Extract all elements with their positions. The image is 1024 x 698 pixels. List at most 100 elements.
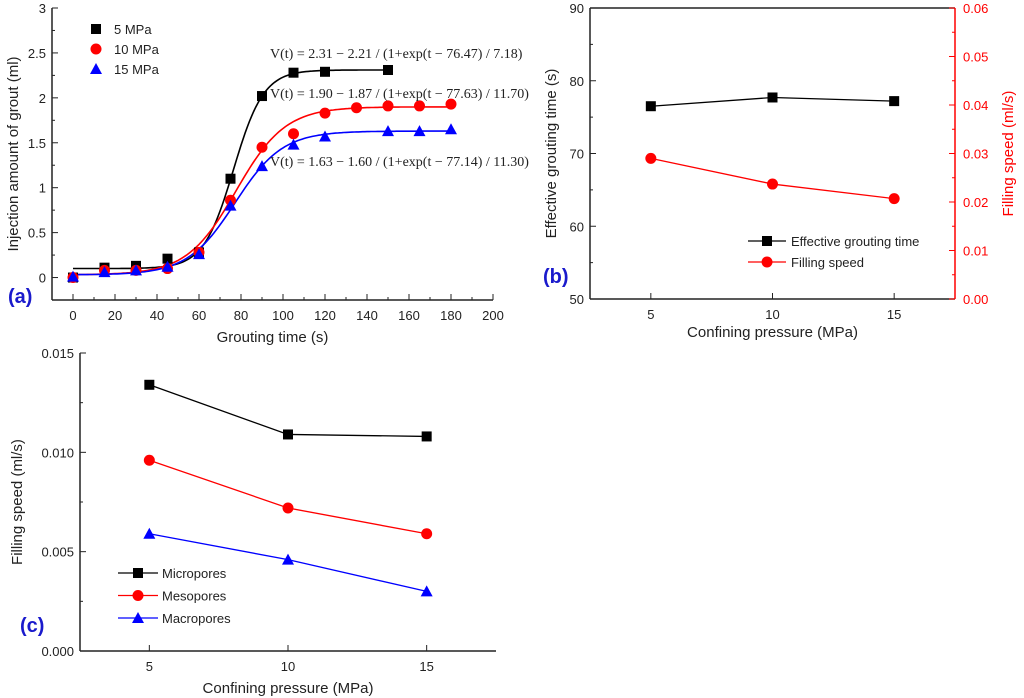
fit-equation: V(t) = 2.31 − 2.21 / (1+exp(t − 76.47) /…	[270, 47, 523, 62]
x-tick-label: 0	[69, 308, 76, 323]
data-point	[445, 98, 457, 110]
legend-marker	[761, 256, 773, 268]
y-tick-label: 2.5	[28, 46, 46, 61]
y2-tick-label: 0.01	[963, 244, 988, 259]
y-axis-label: Filling speed (ml/s)	[9, 439, 26, 565]
y-tick-label: 2	[39, 91, 46, 106]
y-tick-label: 50	[570, 292, 584, 307]
legend-label: Micropores	[162, 566, 227, 581]
data-point	[421, 528, 433, 540]
data-point	[257, 91, 267, 102]
data-point	[420, 585, 433, 597]
y-axis-label: Injection amount of grout (ml)	[5, 56, 22, 251]
x-tick-label: 180	[440, 308, 462, 323]
legend-label: 10 MPa	[114, 42, 160, 57]
data-point	[98, 266, 111, 278]
data-point	[645, 101, 656, 112]
legend-marker	[90, 43, 102, 55]
data-point	[130, 264, 142, 276]
x-axis-label: Confining pressure (MPa)	[687, 324, 858, 341]
data-point	[888, 193, 900, 205]
data-point	[421, 431, 432, 442]
x-tick-label: 80	[234, 308, 248, 323]
y-axis-label: Effective grouting time (s)	[543, 69, 560, 239]
data-point	[67, 270, 79, 282]
y2-tick-label: 0.06	[963, 1, 988, 16]
x-tick-label: 20	[108, 308, 122, 323]
fit-equation: V(t) = 1.63 − 1.60 / (1+exp(t − 77.14) /…	[270, 155, 529, 170]
data-point	[283, 429, 293, 440]
series-line	[149, 384, 427, 438]
data-point	[144, 379, 155, 390]
data-point	[256, 160, 268, 172]
x-tick-label: 40	[150, 308, 164, 323]
data-point	[645, 152, 657, 164]
y-tick-label: 0.015	[41, 346, 74, 361]
y-tick-label: 70	[570, 147, 584, 162]
x-tick-label: 120	[314, 308, 336, 323]
data-point	[193, 248, 205, 260]
x-tick-label: 5	[647, 307, 654, 322]
x-tick-label: 5	[146, 659, 153, 674]
legend-marker	[132, 590, 144, 601]
data-point	[767, 178, 778, 190]
fit-equation: V(t) = 1.90 − 1.87 / (1+exp(t − 77.63) /…	[270, 87, 529, 102]
legend-label: Macropores	[162, 611, 231, 626]
panel-label: (c)	[20, 615, 44, 637]
data-point	[414, 100, 425, 112]
panel-label: (a)	[8, 286, 32, 308]
data-point	[224, 199, 237, 211]
y2-tick-label: 0.02	[963, 195, 988, 210]
x-tick-label: 200	[482, 308, 504, 323]
legend-marker	[133, 568, 143, 578]
y2-tick-label: 0.03	[963, 147, 988, 162]
data-point	[288, 67, 299, 78]
y-tick-label: 60	[570, 219, 584, 234]
data-point	[288, 128, 299, 140]
y2-tick-label: 0.00	[963, 292, 988, 307]
data-point	[162, 253, 173, 264]
y-tick-label: 0.010	[41, 445, 74, 460]
data-point	[382, 100, 394, 112]
x-tick-label: 10	[281, 659, 295, 674]
data-point	[282, 553, 294, 565]
chart-panel-c: 5 10 15 0.000 0.005 0.010 0.015 Confining press…	[9, 346, 496, 697]
y-tick-label: 1	[39, 181, 46, 196]
x-tick-label: 100	[272, 308, 294, 323]
legend-label: Effective grouting time	[791, 234, 919, 249]
legend-label: 5 MPa	[114, 22, 152, 37]
legend-label: Filling speed	[791, 255, 864, 270]
chart-panel-a: 0 20 40 60 80 100 120 140 160 180 200 0 0.5 1 1.5 2 2.5 3…	[5, 1, 529, 346]
x-tick-label: 15	[419, 659, 433, 674]
data-point	[382, 125, 394, 137]
data-point	[319, 107, 331, 119]
data-point	[320, 66, 330, 77]
x-tick-label: 160	[398, 308, 420, 323]
series-line	[149, 459, 427, 535]
data-point	[287, 138, 300, 150]
y-tick-label: 0.5	[28, 226, 46, 241]
y2-axis-label: Filling speed (ml/s)	[1000, 91, 1017, 217]
legend-label: 15 MPa	[114, 62, 160, 77]
data-point	[383, 64, 393, 75]
y-tick-label: 80	[570, 74, 584, 89]
y-tick-label: 90	[570, 1, 584, 16]
x-axis-label: Grouting time (s)	[217, 329, 329, 346]
x-tick-label: 10	[765, 307, 779, 322]
x-tick-label: 60	[192, 308, 206, 323]
data-point	[143, 454, 155, 466]
legend-marker	[91, 24, 101, 34]
chart-panel-b: 5 10 15 50 60 70 80 90 Confining pressure (MPa) E…	[543, 1, 1017, 341]
data-point	[889, 96, 900, 107]
y-tick-label: 3	[39, 1, 46, 16]
y-tick-label: 0.000	[41, 644, 74, 659]
legend-marker	[90, 63, 102, 74]
data-point	[351, 102, 362, 114]
data-point	[767, 92, 778, 103]
x-tick-label: 140	[356, 308, 378, 323]
y-tick-label: 0	[39, 271, 46, 286]
data-point	[161, 260, 174, 272]
x-axis-label: Confining pressure (MPa)	[203, 680, 374, 697]
series-line	[650, 157, 895, 200]
